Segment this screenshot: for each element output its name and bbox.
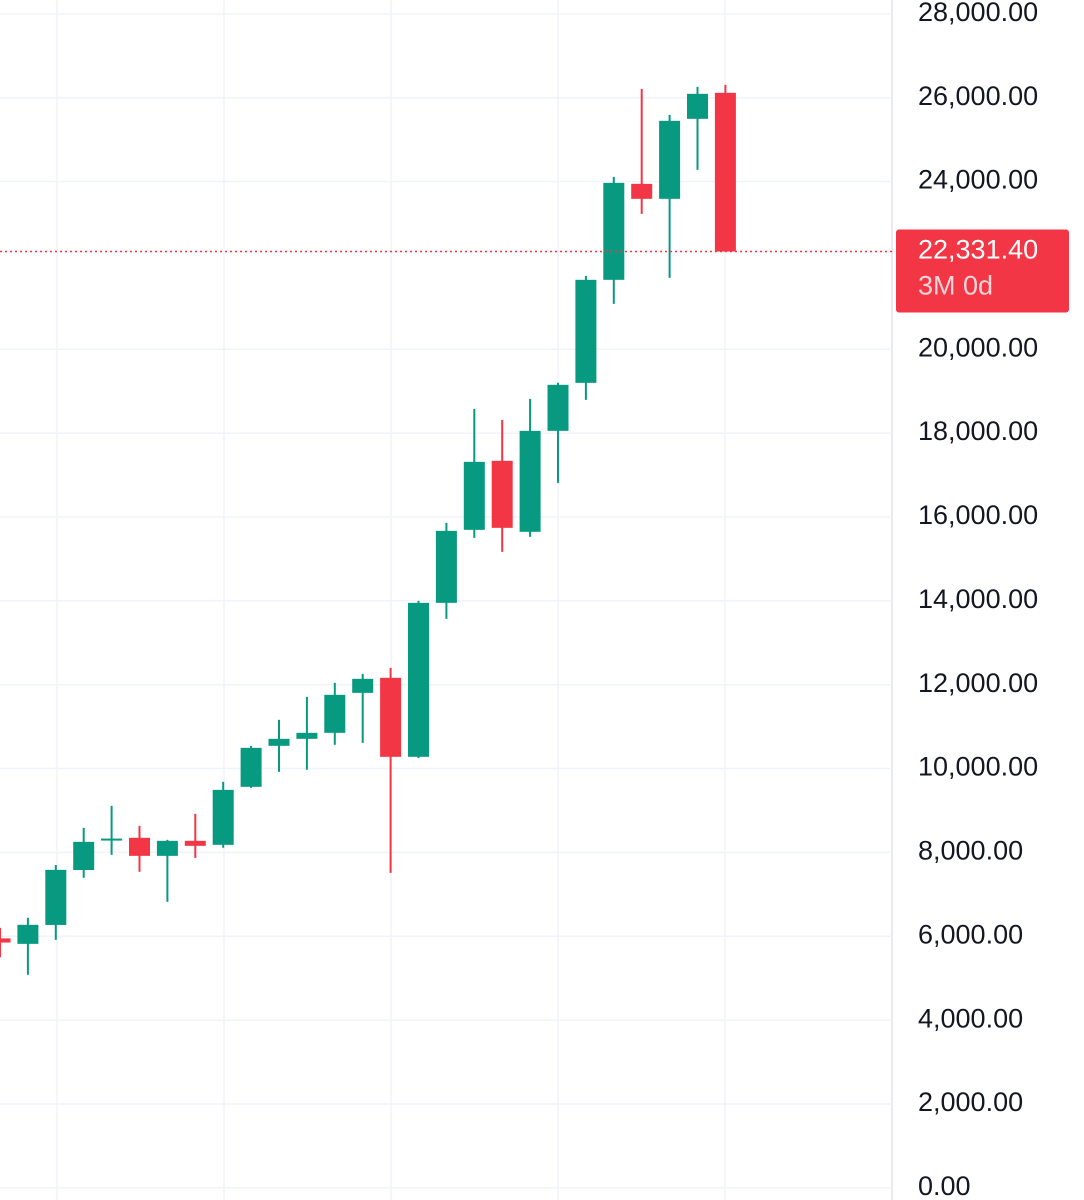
candle-body	[17, 924, 39, 944]
price-label-box	[896, 229, 1069, 313]
y-tick-label: 0.00	[918, 1171, 971, 1200]
candle-body	[435, 530, 457, 603]
y-tick-label: 16,000.00	[918, 500, 1038, 530]
candle-body	[519, 430, 541, 532]
candle-body	[129, 837, 150, 856]
candle-body	[687, 93, 708, 119]
candle-body	[240, 747, 262, 787]
candle-body	[352, 678, 374, 693]
candle-body	[714, 92, 736, 252]
y-tick-label: 2,000.00	[918, 1087, 1023, 1117]
candle-body	[631, 183, 653, 199]
candle-body	[380, 677, 402, 757]
y-tick-label: 24,000.00	[918, 165, 1038, 195]
candle-body	[45, 869, 67, 925]
candle-body	[603, 182, 625, 280]
candle-body	[463, 461, 485, 530]
y-tick-label: 6,000.00	[918, 919, 1023, 949]
candle-body	[575, 279, 597, 383]
candle-body	[547, 384, 569, 431]
countdown-label: 3M 0d	[918, 271, 993, 301]
candle-body	[659, 120, 681, 199]
y-tick-label: 4,000.00	[918, 1003, 1023, 1033]
candle-body	[184, 840, 206, 846]
candle-body	[324, 694, 346, 733]
y-tick-label: 28,000.00	[918, 0, 1038, 27]
candle-body	[408, 602, 429, 757]
y-tick-label: 20,000.00	[918, 332, 1038, 362]
candle-body	[212, 789, 234, 845]
candle-body	[156, 840, 178, 856]
candle-body	[0, 938, 11, 943]
candle-body	[101, 838, 123, 841]
y-tick-label: 18,000.00	[918, 416, 1038, 446]
y-tick-label: 10,000.00	[918, 752, 1038, 782]
last-price-label: 22,331.40	[918, 235, 1038, 265]
candle-body	[73, 841, 95, 871]
y-tick-label: 26,000.00	[918, 81, 1038, 111]
candle-body	[491, 460, 513, 528]
candle-body	[296, 732, 318, 739]
y-tick-label: 14,000.00	[918, 584, 1038, 614]
candle-body	[268, 738, 290, 746]
y-tick-label: 12,000.00	[918, 668, 1038, 698]
y-tick-label: 8,000.00	[918, 836, 1023, 866]
